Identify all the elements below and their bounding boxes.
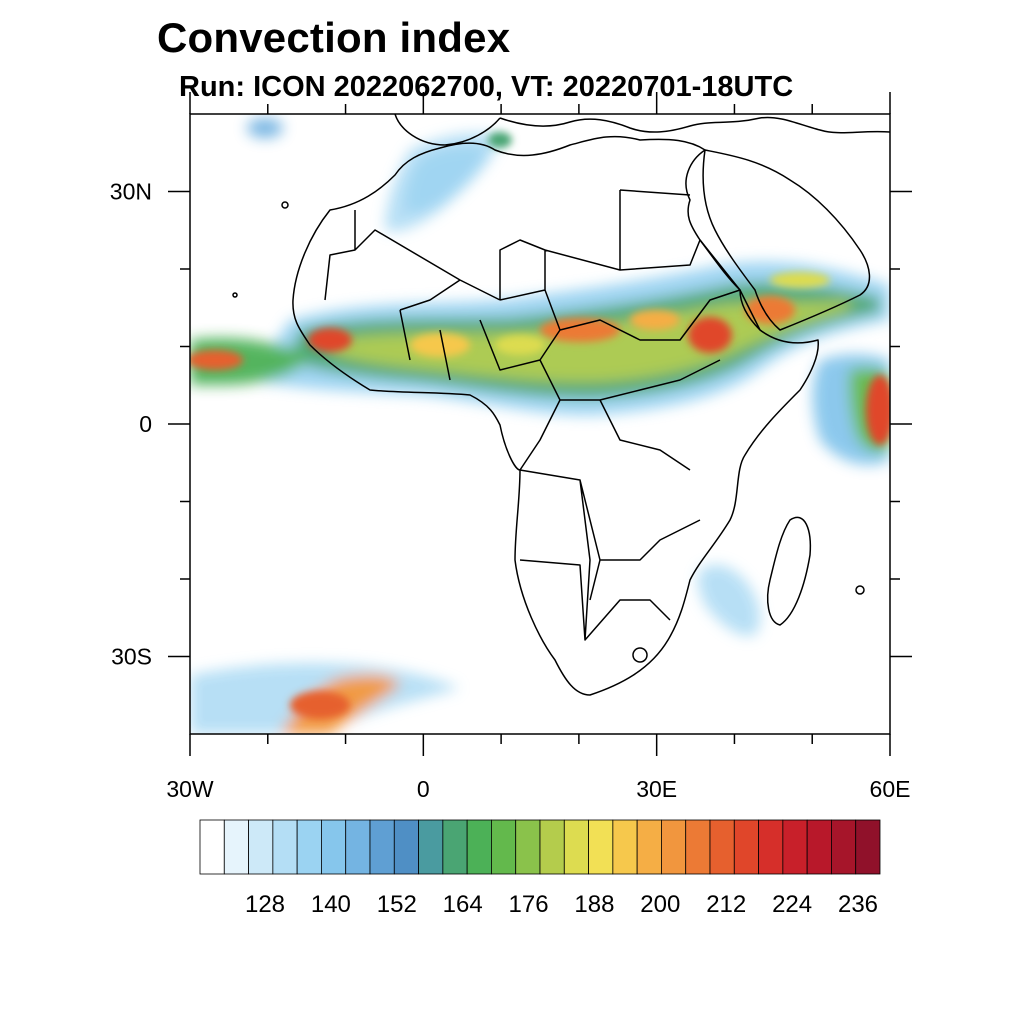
colorbar-swatch (563, 819, 589, 875)
map-axes (168, 92, 912, 756)
colorbar-label: 140 (311, 891, 351, 918)
map-panel (190, 114, 890, 734)
colorbar-swatch (539, 819, 565, 875)
colorbar-swatch (782, 819, 808, 875)
colorbar-label: 176 (509, 891, 549, 918)
x-tick-label: 30W (166, 776, 214, 802)
convection-field (190, 118, 890, 734)
y-tick-label: 0 (139, 411, 152, 437)
colorbar-swatch (636, 819, 662, 875)
colorbar-swatch (588, 819, 614, 875)
colorbar-label: 152 (377, 891, 417, 918)
colorbar-label: 188 (574, 891, 614, 918)
colorbar-swatch (345, 819, 371, 875)
colorbar-swatch (223, 819, 249, 875)
colorbar-swatch (831, 819, 857, 875)
colorbar-swatch (661, 819, 687, 875)
chart-title: Convection index (157, 14, 511, 61)
y-tick-label: 30N (110, 179, 152, 205)
colorbar-swatch (418, 819, 444, 875)
y-tick-label: 30S (111, 644, 152, 670)
colorbar-swatch (685, 819, 711, 875)
chart-subtitle: Run: ICON 2022062700, VT: 20220701-18UTC (179, 71, 794, 103)
colorbar-swatch (466, 819, 492, 875)
colorbar-swatch (758, 819, 784, 875)
colorbar-swatch (393, 819, 419, 875)
colorbar-swatch (321, 819, 347, 875)
colorbar-swatch (612, 819, 638, 875)
colorbar-label: 212 (706, 891, 746, 918)
colorbar-label: 200 (640, 891, 680, 918)
colorbar (199, 819, 881, 875)
colorbar-swatch (442, 819, 468, 875)
x-tick-label: 0 (417, 776, 430, 802)
colorbar-swatch (296, 819, 322, 875)
colorbar-swatch (272, 819, 298, 875)
x-tick-label: 60E (870, 776, 911, 802)
colorbar-swatch (515, 819, 541, 875)
colorbar-swatch (709, 819, 735, 875)
colorbar-swatch (806, 819, 832, 875)
colorbar-swatch (733, 819, 759, 875)
colorbar-label: 164 (443, 891, 483, 918)
colorbar-swatch (855, 819, 881, 875)
colorbar-swatch (369, 819, 395, 875)
colorbar-labels: 128 140 152 164 176 188 200 212 224 236 (245, 891, 878, 918)
colorbar-swatch (248, 819, 274, 875)
colorbar-swatch (491, 819, 517, 875)
x-tick-label: 30E (636, 776, 677, 802)
axis-labels: 30W 0 30E 60E 30N 0 30S (110, 179, 911, 803)
colorbar-label: 224 (772, 891, 812, 918)
colorbar-label: 128 (245, 891, 285, 918)
colorbar-swatch (199, 819, 225, 875)
colorbar-label: 236 (838, 891, 878, 918)
coastlines (232, 114, 890, 696)
